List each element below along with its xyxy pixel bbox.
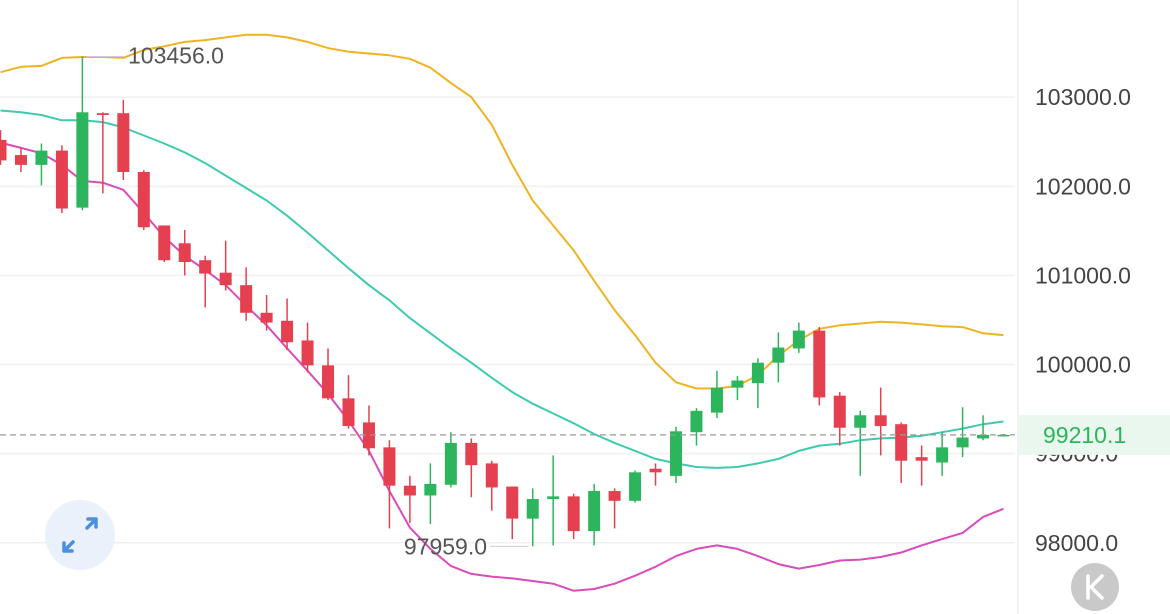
kline-button-bg[interactable] (1071, 563, 1119, 611)
candle-body (608, 491, 621, 501)
y-tick-label: 102000.0 (1035, 173, 1131, 199)
candle-body (219, 272, 232, 286)
indicator-line (0, 109, 1004, 469)
indicator-line (0, 141, 1004, 592)
candle-body (14, 155, 27, 165)
high-label: 103456.0 (128, 43, 224, 69)
candle-body (506, 486, 519, 519)
candle-body (55, 150, 68, 209)
indicator-line (0, 33, 1004, 390)
candle-body (35, 150, 48, 165)
candle-body (158, 225, 171, 261)
candle-body (792, 330, 805, 349)
grid (0, 96, 1015, 544)
candle-body (424, 483, 437, 496)
candle-body (526, 499, 539, 519)
candle-body (199, 260, 212, 274)
candle-body (383, 447, 396, 486)
candle-body (895, 424, 908, 461)
candle-body (260, 312, 273, 323)
candle-body (178, 243, 191, 262)
y-tick-label: 103000.0 (1035, 84, 1131, 110)
y-tick-label: 100000.0 (1035, 352, 1131, 378)
candle-body (874, 415, 887, 426)
candle-body (956, 437, 969, 448)
candle-body (854, 415, 867, 428)
candle-body (629, 472, 642, 501)
candle-body (465, 442, 478, 466)
candle-body (710, 387, 723, 413)
candle-body (772, 347, 785, 363)
candle-body (588, 491, 601, 532)
candle-body (649, 468, 662, 473)
candle-body (690, 410, 703, 433)
candles (0, 56, 1010, 547)
candle-body (915, 457, 928, 461)
candle-body (301, 340, 314, 366)
candle-body (322, 365, 335, 399)
labels: 98000.099000.0100000.0101000.0102000.010… (0, 43, 1170, 559)
last-price-tag (1019, 414, 1170, 455)
candle-body (997, 434, 1010, 437)
candle-body (833, 395, 846, 428)
candle-body (281, 320, 294, 343)
expand-button-bg[interactable] (45, 500, 115, 570)
last-price-label: 99210.1 (1043, 422, 1126, 448)
kline-button[interactable] (1071, 563, 1119, 611)
candle-body (76, 112, 89, 208)
candle-body (240, 285, 253, 313)
expand-icon[interactable] (62, 517, 98, 553)
candle-body (403, 485, 416, 496)
kline-icon[interactable] (1086, 574, 1104, 600)
candle-body (0, 139, 7, 161)
candle-body (444, 442, 457, 485)
candle-body (670, 431, 683, 476)
indicator-lines (0, 33, 1004, 592)
candle-body (485, 463, 498, 488)
candle-body (362, 422, 375, 449)
candle-body (813, 330, 826, 398)
y-tick-label: 101000.0 (1035, 262, 1131, 288)
candle-body (936, 447, 949, 463)
y-tick-label: 98000.0 (1035, 530, 1118, 556)
candle-body (567, 496, 580, 532)
candle-body (96, 113, 109, 115)
candle-body (547, 496, 560, 500)
expand-button[interactable] (45, 500, 115, 570)
candle-body (731, 380, 744, 388)
candle-body (117, 113, 130, 172)
low-label: 97959.0 (404, 533, 487, 559)
candle-body (977, 434, 990, 439)
candle-body (751, 362, 764, 384)
candle-body (342, 398, 355, 426)
candle-body (137, 171, 150, 228)
